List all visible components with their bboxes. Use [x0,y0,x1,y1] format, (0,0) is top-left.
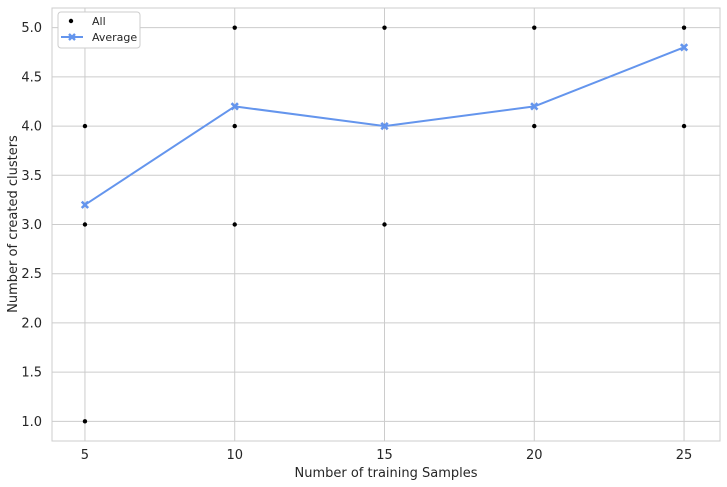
y-tick-label: 2.0 [21,316,42,331]
y-ticks: 1.0 1.5 2.0 2.5 3.0 3.5 4.0 4.5 5.0 [21,21,42,430]
series-average [80,43,689,209]
legend-box [57,11,141,49]
legend-marker-all [68,18,74,24]
x-tick-label: 25 [676,448,693,463]
all-point [232,222,237,227]
y-tick-label: 3.0 [21,218,42,233]
legend-label-all: All [92,15,106,28]
average-point [80,200,90,209]
all-point [681,123,687,129]
all-point [382,25,387,30]
average-marker-stroke [679,43,689,52]
average-marker-stroke [530,102,539,111]
x-tick-label: 10 [226,448,243,463]
average-point [230,102,239,111]
all-point [82,419,88,424]
x-tick-label: 5 [81,448,89,463]
average-marker-stroke [230,102,239,111]
y-tick-label: 1.5 [21,366,42,381]
all-point [382,222,387,227]
average-point [530,102,539,111]
y-tick-label: 1.0 [21,415,42,430]
x-axis-label: Number of training Samples [294,466,477,481]
y-tick-label: 5.0 [21,21,42,36]
average-marker-stroke [380,121,389,131]
y-tick-label: 4.5 [21,70,42,85]
y-tick-label: 4.0 [21,120,42,135]
average-marker-stroke [80,200,90,209]
all-point [532,123,537,129]
y-tick-label: 2.5 [21,267,42,282]
legend-marker-average [68,33,76,41]
legend-label-average: Average [92,31,137,44]
all-point [82,222,88,227]
y-tick-label: 3.5 [21,169,42,184]
x-tick-label: 20 [526,448,543,463]
all-point [532,25,537,30]
x-ticks: 5 10 15 20 25 [81,448,693,463]
average-point [380,121,389,131]
all-point [82,123,88,129]
y-axis-label: Number of created clusters [6,135,21,313]
average-point [679,43,689,52]
all-point [232,123,237,129]
legend: All Average [57,11,141,49]
plot-frame [51,7,721,442]
all-point [232,25,237,30]
x-tick-label: 15 [376,448,393,463]
all-point [681,25,687,30]
